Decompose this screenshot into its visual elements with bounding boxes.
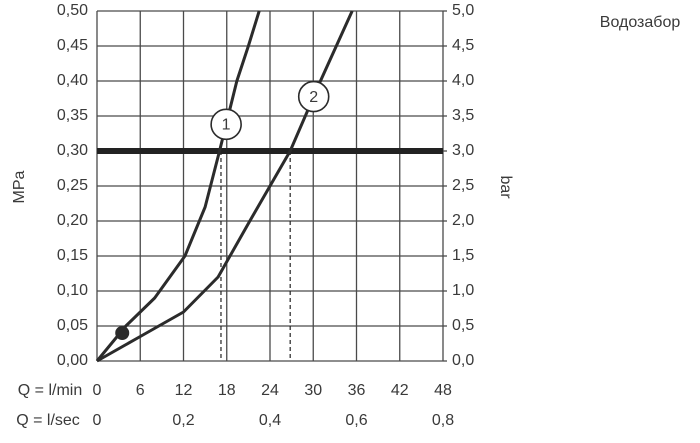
x2-tick-label: 0 — [93, 412, 102, 429]
y-tick-label: 0,35 — [57, 107, 88, 124]
y-tick-label: 0,00 — [57, 352, 88, 369]
y2-tick-label: 2,0 — [452, 212, 474, 229]
y2-tick-label: 4,5 — [452, 37, 474, 54]
y2-tick-label: 3,5 — [452, 107, 474, 124]
y2-tick-label: 3,0 — [452, 142, 474, 159]
y-tick-label: 0,20 — [57, 212, 88, 229]
x-tick-label: 18 — [218, 382, 236, 399]
x2-tick-label: 0,6 — [345, 412, 367, 429]
marker-dot — [115, 326, 130, 340]
y2-tick-label: 0,0 — [452, 352, 474, 369]
y-tick-label: 0,30 — [57, 142, 88, 159]
x-tick-label: 48 — [434, 382, 452, 399]
x-axis-label: Q = l/min — [18, 382, 82, 399]
legend-marker — [210, 108, 242, 141]
x2-tick-label: 0,4 — [259, 412, 281, 429]
y-tick-label: 0,05 — [57, 317, 88, 334]
y-tick-label: 0,15 — [57, 247, 88, 264]
y-tick-label: 0,25 — [57, 177, 88, 194]
series-line — [95, 10, 261, 362]
legend-marker — [297, 80, 330, 113]
y2-tick-label: 2,5 — [452, 177, 474, 194]
y-tick-label: 0,40 — [57, 72, 88, 89]
chart-title: Водозабор — [600, 14, 681, 31]
y-tick-label: 0,10 — [57, 282, 88, 299]
legend-label: 1 — [222, 117, 231, 134]
y2-tick-label: 4,0 — [452, 72, 474, 89]
y-tick-label: 0,50 — [57, 2, 88, 19]
x-tick-label: 0 — [93, 382, 102, 399]
x2-tick-label: 0,2 — [172, 412, 194, 429]
legend-label: 2 — [309, 89, 318, 106]
y2-tick-label: 1,0 — [452, 282, 474, 299]
x-tick-label: 12 — [175, 382, 193, 399]
y-tick-label: 0,45 — [57, 37, 88, 54]
y2-tick-label: 1,5 — [452, 247, 474, 264]
y-axis-label: MPa — [11, 170, 28, 203]
series-line — [96, 10, 354, 363]
x-tick-label: 24 — [261, 382, 279, 399]
y2-tick-label: 0,5 — [452, 317, 474, 334]
x-tick-label: 30 — [304, 382, 322, 399]
x-tick-label: 36 — [348, 382, 366, 399]
x-tick-label: 42 — [391, 382, 409, 399]
x2-tick-label: 0,8 — [432, 412, 454, 429]
x-tick-label: 6 — [136, 382, 145, 399]
x2-axis-label: Q = l/sec — [16, 412, 80, 429]
y2-axis-label: bar — [497, 175, 514, 199]
y2-tick-label: 5,0 — [452, 2, 474, 19]
